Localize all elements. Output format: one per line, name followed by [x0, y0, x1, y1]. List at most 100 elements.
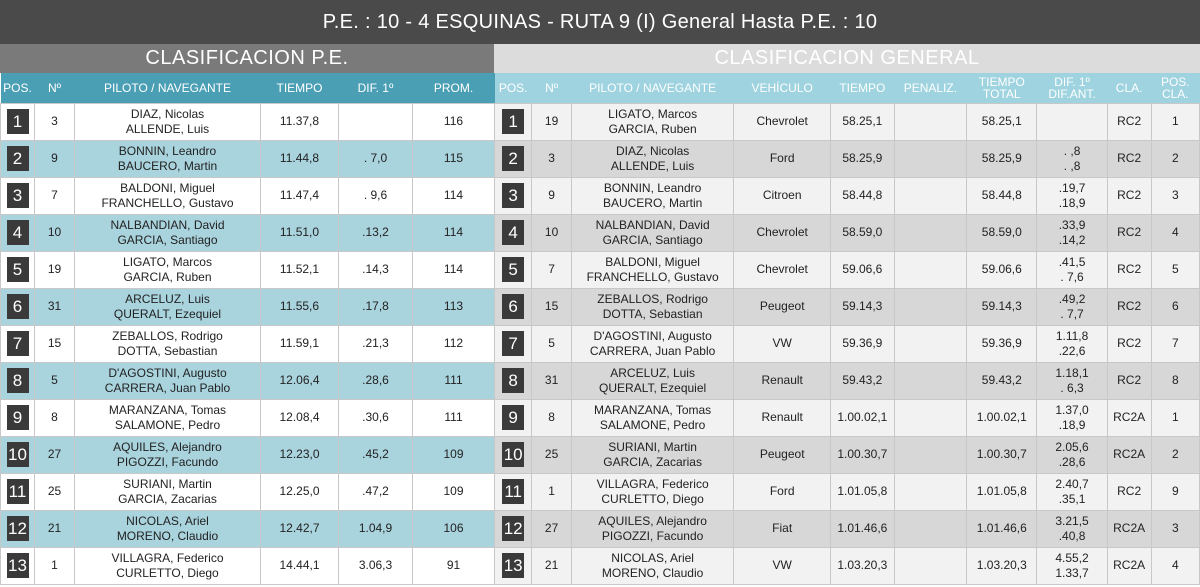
position-cell: 5 [493, 250, 533, 289]
position-cell: 9 [493, 398, 533, 437]
pilot-name: BONNIN, Leandro [603, 180, 702, 195]
diff-cell: .47,2 [338, 472, 413, 511]
position-cell: 1 [493, 102, 533, 141]
time-cell: 12.23,0 [260, 435, 339, 474]
diff-previous: .18,9 [1058, 417, 1086, 432]
total-time-cell: 1.00.02,1 [966, 398, 1038, 437]
time-cell: 11.51,0 [260, 213, 339, 252]
diff-cell: 1.37,0.18,9 [1036, 398, 1108, 437]
position-badge: 9 [502, 405, 525, 430]
time-cell: 11.44,8 [260, 139, 339, 178]
position-cell: 11 [0, 472, 35, 511]
table-row: 10 25 SURIANI, Martin GARCIA, Zacarias Peuge… [493, 435, 1200, 474]
navigator-name: FRANCHELLO, Gustavo [586, 269, 719, 284]
diff-cell: . ,8. ,8 [1036, 139, 1108, 178]
diff-cell: 3.21,5.40,8 [1036, 509, 1108, 548]
position-cell: 13 [493, 546, 533, 585]
diff-cell: .33,9.14,2 [1036, 213, 1108, 252]
pilot-name: NICOLAS, Ariel [126, 513, 209, 528]
avg-cell: 115 [412, 139, 495, 178]
navigator-name: GARCIA, Santiago [602, 232, 703, 247]
pilot-navigator-cell: SURIANI, Martin GARCIA, Zacarias [570, 435, 735, 474]
penalty-cell [893, 250, 968, 289]
stage-classification-table: POS. Nº PILOTO / NAVEGANTE TIEMPO DIF. 1… [0, 73, 495, 585]
column-header-vehicle: VEHÍCULO [733, 73, 831, 103]
time-cell: 14.44,1 [260, 546, 339, 585]
vehicle-cell: Citroen [733, 176, 831, 215]
avg-cell: 111 [412, 398, 495, 437]
navigator-name: SALAMONE, Pedro [114, 417, 221, 432]
position-badge: 2 [6, 146, 29, 171]
avg-cell: 114 [412, 213, 495, 252]
position-badge: 8 [6, 368, 29, 393]
number-cell: 9 [531, 176, 572, 215]
pilot-name: VILLAGRA, Federico [111, 550, 224, 565]
time-cell: 58.25,1 [830, 102, 895, 141]
pilot-navigator-cell: NICOLAS, Ariel MORENO, Claudio [74, 509, 261, 548]
total-time-cell: 58.59,0 [966, 213, 1038, 252]
pilot-navigator-cell: BALDONI, Miguel FRANCHELLO, Gustavo [74, 176, 261, 215]
pilot-navigator-cell: NICOLAS, Ariel MORENO, Claudio [570, 546, 735, 585]
total-time-cell: 58.25,9 [966, 139, 1038, 178]
table-header-row: POS. Nº PILOTO / NAVEGANTE TIEMPO DIF. 1… [0, 73, 495, 103]
navigator-name: CARRERA, Juan Pablo [104, 380, 231, 395]
pilot-name: ARCELUZ, Luis [610, 365, 695, 380]
time-cell: 59.14,3 [830, 287, 895, 326]
vehicle-cell: VW [733, 324, 831, 363]
number-cell: 31 [531, 361, 572, 400]
penalty-cell [893, 176, 968, 215]
stage-classification-title: CLASIFICACION P.E. [0, 44, 494, 73]
class-pos-cell: 2 [1150, 435, 1200, 474]
time-cell: 1.00.02,1 [830, 398, 895, 437]
table-row: 6 31 ARCELUZ, Luis QUERALT, Ezequiel 11.55,6… [0, 287, 495, 326]
pilot-navigator-cell: BALDONI, Miguel FRANCHELLO, Gustavo [570, 250, 735, 289]
pilot-navigator-cell: MARANZANA, Tomas SALAMONE, Pedro [74, 398, 261, 437]
time-cell: 11.52,1 [260, 250, 339, 289]
pilot-navigator-cell: NALBANDIAN, David GARCIA, Santiago [570, 213, 735, 252]
column-header-time: TIEMPO [260, 73, 339, 103]
position-badge: 9 [6, 405, 29, 430]
pilot-name: DIAZ, Nicolas [130, 106, 205, 121]
class-cell: RC2 [1106, 287, 1152, 326]
position-cell: 3 [493, 176, 533, 215]
penalty-cell [893, 361, 968, 400]
navigator-name: MORENO, Claudio [601, 565, 704, 580]
navigator-name: ALLENDE, Luis [610, 158, 695, 173]
position-cell: 2 [0, 139, 35, 178]
position-badge: 5 [502, 257, 525, 282]
diff-previous: .40,8 [1058, 528, 1086, 543]
diff-first: 1.18,1 [1055, 365, 1089, 380]
pilot-name: SURIANI, Martin [608, 439, 697, 454]
number-cell: 8 [531, 398, 572, 437]
position-cell: 1 [0, 102, 35, 141]
pilot-navigator-cell: BONNIN, Leandro BAUCERO, Martin [74, 139, 261, 178]
vehicle-cell: Peugeot [733, 287, 831, 326]
pilot-name: D'AGOSTINI, Augusto [108, 365, 227, 380]
position-badge: 12 [6, 516, 29, 541]
navigator-name: BAUCERO, Martin [602, 195, 703, 210]
time-cell: 1.01.05,8 [830, 472, 895, 511]
number-cell: 25 [34, 472, 75, 511]
number-cell: 7 [531, 250, 572, 289]
general-classification-table: POS. Nº PILOTO / NAVEGANTE VEHÍCULO TIEM… [493, 73, 1200, 585]
diff-first: .33,9 [1058, 217, 1086, 232]
time-cell: 1.01.46,6 [830, 509, 895, 548]
class-cell: RC2 [1106, 472, 1152, 511]
vehicle-cell: Renault [733, 361, 831, 400]
diff-cell: . 7,0 [338, 139, 413, 178]
diff-first: 1.37,0 [1055, 402, 1089, 417]
diff-first: 2.05,6 [1055, 439, 1089, 454]
diff-first: . ,8 [1063, 143, 1081, 158]
class-pos-cell: 2 [1150, 139, 1200, 178]
table-row: 7 5 D'AGOSTINI, Augusto CARRERA, Juan Pablo… [493, 324, 1200, 363]
position-cell: 11 [493, 472, 533, 511]
avg-cell: 113 [412, 287, 495, 326]
position-badge: 6 [502, 294, 525, 319]
diff-previous: .14,2 [1058, 232, 1086, 247]
diff-cell: .41,5. 7,6 [1036, 250, 1108, 289]
pilot-name: LIGATO, Marcos [123, 254, 212, 269]
diff-cell: 1.18,1. 6,3 [1036, 361, 1108, 400]
pilot-name: D'AGOSTINI, Augusto [593, 328, 712, 343]
position-badge: 1 [502, 109, 525, 134]
table-row: 3 9 BONNIN, Leandro BAUCERO, Martin Citroen 5… [493, 176, 1200, 215]
